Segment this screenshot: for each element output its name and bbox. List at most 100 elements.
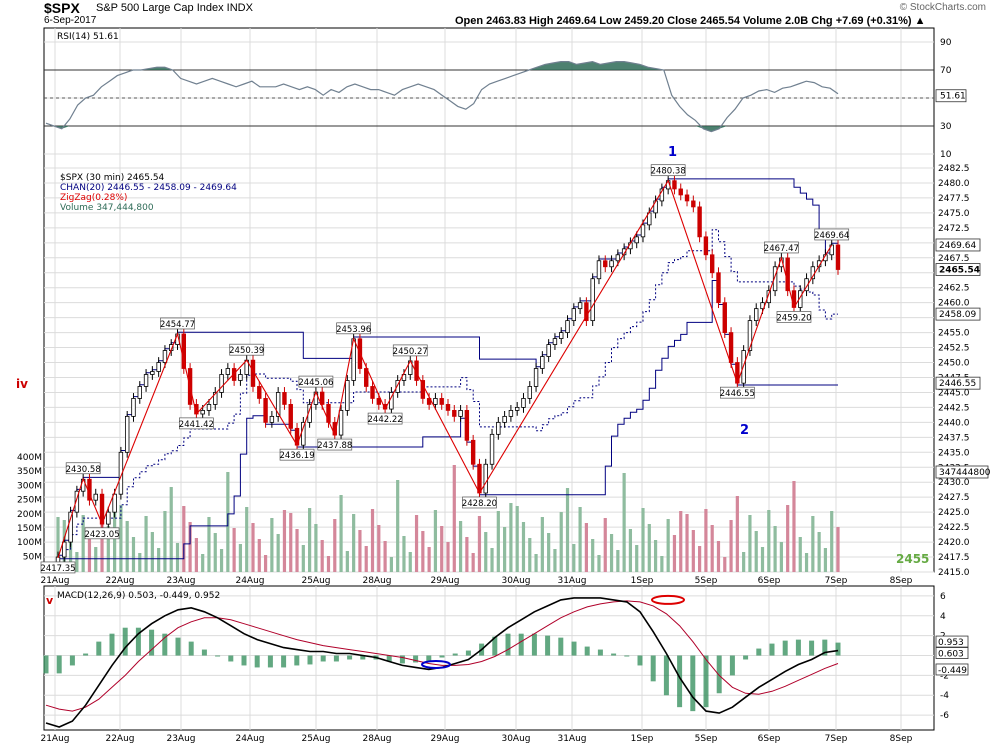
macd-histogram-bar xyxy=(96,641,102,656)
macd-value-tag-box xyxy=(935,663,969,676)
volume-bar xyxy=(528,538,532,572)
volume-bar xyxy=(238,544,243,572)
date-tick-label: 7Sep xyxy=(825,734,848,744)
macd-tick-label: 4 xyxy=(940,612,946,622)
volume-bar xyxy=(138,553,142,572)
volume-bar xyxy=(106,526,110,572)
macd-tick-label: 6 xyxy=(940,592,946,602)
volume-bar xyxy=(175,543,180,572)
candle-body xyxy=(433,398,438,405)
price-tick-label: 2475.0 xyxy=(938,209,970,219)
volume-bar xyxy=(263,555,268,572)
candle-body xyxy=(640,224,646,238)
pivot-label-box xyxy=(229,343,265,356)
symbol-name: S&P 500 Large Cap Index INDX xyxy=(96,2,253,14)
date-tick-label: 6Sep xyxy=(758,576,781,586)
candle-body xyxy=(162,350,168,363)
volume-bar xyxy=(465,537,469,572)
volume-bar xyxy=(345,551,349,572)
price-tick-label: 2477.5 xyxy=(938,194,970,204)
volume-bar xyxy=(402,536,406,572)
candle-body xyxy=(678,188,683,196)
date-tick-label: 8Sep xyxy=(890,734,913,744)
macd-histogram-bar xyxy=(611,653,617,656)
rsi-value-tag-box xyxy=(935,89,967,103)
macd-histogram-bar xyxy=(122,627,128,656)
volume-bar xyxy=(358,530,362,572)
pivot-label: 2436.19 xyxy=(279,451,314,461)
volume-bar xyxy=(540,517,544,572)
macd-histogram-bar xyxy=(307,655,313,665)
volume-tick-label: 100M xyxy=(17,538,42,548)
rsi-tick-label: 90 xyxy=(940,38,952,48)
ohlc-summary: Open 2463.83 High 2469.64 Low 2459.20 Cl… xyxy=(455,15,926,27)
volume-bar xyxy=(427,547,431,572)
pivot-label: 2430.58 xyxy=(66,465,101,475)
volume-bar xyxy=(679,511,683,572)
stockcharts-credit[interactable]: © StockCharts.com xyxy=(899,2,986,13)
volume-bar xyxy=(477,516,482,572)
candle-body xyxy=(691,200,696,208)
macd-histogram-bar xyxy=(320,655,326,662)
volume-bar xyxy=(377,525,381,572)
volume-bar xyxy=(804,553,809,572)
candle-body xyxy=(577,302,583,310)
candle-body xyxy=(326,404,331,423)
candle-body xyxy=(559,332,564,339)
volume-bar xyxy=(396,480,400,572)
macd-histogram-bar xyxy=(531,633,537,656)
volume-bar xyxy=(471,553,475,572)
volume-bar xyxy=(257,539,261,572)
pivot-label-box xyxy=(160,317,195,330)
volume-bar xyxy=(691,530,695,572)
macd-tick-label: -6 xyxy=(940,711,949,721)
volume-bar xyxy=(723,557,727,572)
volume-bar xyxy=(559,512,563,572)
volume-bar xyxy=(521,522,526,572)
candle-body xyxy=(684,194,690,202)
price-tick-label: 2422.5 xyxy=(938,523,970,533)
macd-histogram-bar xyxy=(637,655,643,666)
candle-body xyxy=(150,371,155,375)
macd-histogram-bar xyxy=(439,655,445,658)
macd-histogram-bar xyxy=(624,655,630,657)
volume-bar xyxy=(622,473,626,572)
macd-histogram-bar xyxy=(69,655,75,666)
candle-body xyxy=(231,368,237,381)
volume-bar xyxy=(830,511,834,572)
macd-histogram-bar xyxy=(241,655,247,666)
volume-bar xyxy=(150,532,154,572)
candle-body xyxy=(137,386,142,399)
candle-body xyxy=(370,386,375,399)
volume-bar xyxy=(339,495,343,572)
pivot-label: 2450.39 xyxy=(229,346,264,356)
wave-label-2: 2 xyxy=(740,423,749,438)
volume-bar xyxy=(710,525,714,572)
candle-body xyxy=(603,260,608,268)
volume-bar xyxy=(68,536,73,572)
wave-label-1: 1 xyxy=(668,145,677,160)
candle-body xyxy=(74,490,80,513)
volume-bar xyxy=(735,496,739,572)
pivot-label-box xyxy=(764,241,799,254)
pivot-label: 2441.42 xyxy=(179,420,214,430)
volume-bar xyxy=(219,549,224,572)
pivot-label-box xyxy=(814,228,850,241)
volume-bar xyxy=(446,542,450,572)
candle-body xyxy=(213,392,218,405)
volume-bar xyxy=(616,550,620,572)
macd-histogram-bar xyxy=(690,655,696,712)
price-tick-label: 2452.5 xyxy=(938,344,970,354)
volume-tick-label: 200M xyxy=(17,510,42,520)
volume-tick-label: 150M xyxy=(17,524,42,534)
macd-histogram-bar xyxy=(201,649,207,656)
candle-body xyxy=(565,320,570,333)
candle-body xyxy=(508,409,514,417)
volume-bar xyxy=(414,515,419,572)
volume-bar xyxy=(660,556,664,572)
volume-bar xyxy=(433,510,438,572)
date-tick-label: 31Aug xyxy=(557,734,586,744)
volume-bar xyxy=(207,517,211,572)
macd-histogram-bar xyxy=(149,629,155,656)
price-tick-label: 2417.5 xyxy=(938,553,970,563)
